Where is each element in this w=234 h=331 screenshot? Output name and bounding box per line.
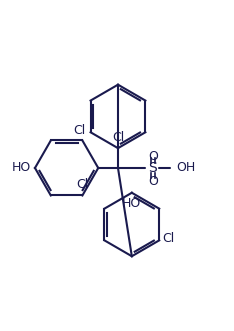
Text: O: O: [149, 175, 158, 188]
Text: Cl: Cl: [76, 178, 88, 192]
Text: S: S: [148, 161, 157, 175]
Text: Cl: Cl: [112, 131, 124, 144]
Text: Cl: Cl: [162, 232, 174, 245]
Text: Cl: Cl: [73, 124, 86, 137]
Text: HO: HO: [122, 197, 141, 210]
Text: HO: HO: [12, 162, 31, 174]
Text: O: O: [149, 150, 158, 163]
Text: OH: OH: [176, 162, 196, 174]
